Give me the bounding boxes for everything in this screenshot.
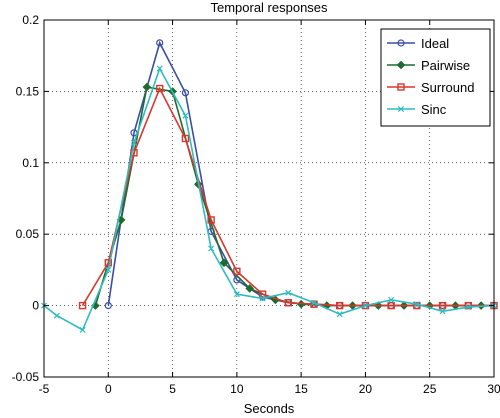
series-sinc [40, 65, 498, 333]
chart-title: Temporal responses [210, 0, 328, 15]
data-point-sinc [233, 291, 240, 298]
data-point-surround [207, 216, 215, 224]
data-point-sinc [285, 289, 292, 296]
data-point-surround [130, 149, 138, 157]
legend-marker [397, 105, 405, 113]
x-tick-label: 10 [230, 382, 244, 396]
legend-item-ideal: Ideal [387, 36, 449, 51]
data-point-pairwise [219, 258, 229, 268]
data-point-sinc [362, 302, 369, 309]
data-point-surround [258, 290, 267, 298]
data-point-sinc [413, 301, 420, 308]
series-line-surround [81, 86, 494, 307]
data-point-sinc [130, 139, 138, 146]
data-point-sinc [156, 65, 163, 72]
data-point-ideal [181, 89, 190, 97]
data-point-surround [181, 134, 190, 143]
data-point-surround [104, 259, 112, 267]
x-tick-label: 0 [105, 382, 112, 396]
y-tick-label: -0.05 [12, 370, 40, 384]
data-point-surround [156, 84, 164, 93]
legend-marker [396, 60, 406, 70]
data-point-surround [438, 301, 447, 310]
data-point-sinc [439, 308, 446, 315]
axis-ticks: -5 0 5 10 15 20 25 30 -0.05 0 0.05 0.1 0.15 0.2 [12, 13, 500, 396]
data-point-pairwise [245, 284, 255, 293]
data-point-sinc [208, 245, 215, 252]
series-layer [40, 39, 498, 333]
x-tick-label: 30 [487, 382, 500, 396]
data-point-sinc [79, 326, 86, 333]
x-tick-label: 25 [423, 382, 437, 396]
data-point-sinc [336, 311, 343, 318]
y-tick-label: 0.15 [16, 84, 40, 98]
data-point-surround [336, 301, 344, 310]
legend: Ideal Pairwise Surround Sinc [380, 28, 491, 127]
legend-label: Surround [421, 80, 474, 95]
data-point-surround [387, 301, 395, 310]
legend-item-pairwise: Pairwise [387, 58, 470, 73]
legend-item-sinc: Sinc [387, 102, 447, 117]
y-tick-label: 0.05 [16, 227, 40, 241]
y-tick-label: 0 [32, 299, 39, 313]
legend-label: Pairwise [421, 58, 470, 73]
data-point-surround [464, 301, 472, 310]
data-point-sinc [310, 299, 318, 306]
grid-lines [44, 20, 494, 377]
data-point-pairwise [142, 82, 152, 92]
data-point-ideal [156, 39, 164, 47]
data-point-ideal [104, 302, 112, 310]
y-tick-label: 0.1 [22, 156, 39, 170]
data-point-surround [284, 299, 292, 307]
x-tick-label: 15 [294, 382, 308, 396]
data-point-sinc [53, 312, 60, 319]
y-tick-label: 0.2 [22, 13, 39, 27]
plot-frame [43, 19, 495, 378]
legend-marker [397, 83, 405, 91]
legend-label: Sinc [421, 102, 447, 117]
data-point-surround [233, 267, 241, 276]
x-tick-label: 5 [169, 382, 176, 396]
legend-label: Ideal [421, 36, 449, 51]
data-point-sinc [105, 266, 112, 273]
data-point-sinc [182, 112, 189, 119]
data-point-sinc [259, 295, 266, 302]
legend-marker [397, 39, 405, 47]
legend-item-surround: Surround [387, 80, 474, 95]
data-point-sinc [465, 304, 472, 311]
x-tick-label: 20 [359, 382, 373, 396]
x-tick-label: -5 [39, 382, 50, 396]
data-point-sinc [388, 296, 395, 303]
data-point-ideal [233, 276, 241, 284]
data-point-surround [78, 301, 87, 310]
x-axis-label: Seconds [244, 401, 295, 416]
